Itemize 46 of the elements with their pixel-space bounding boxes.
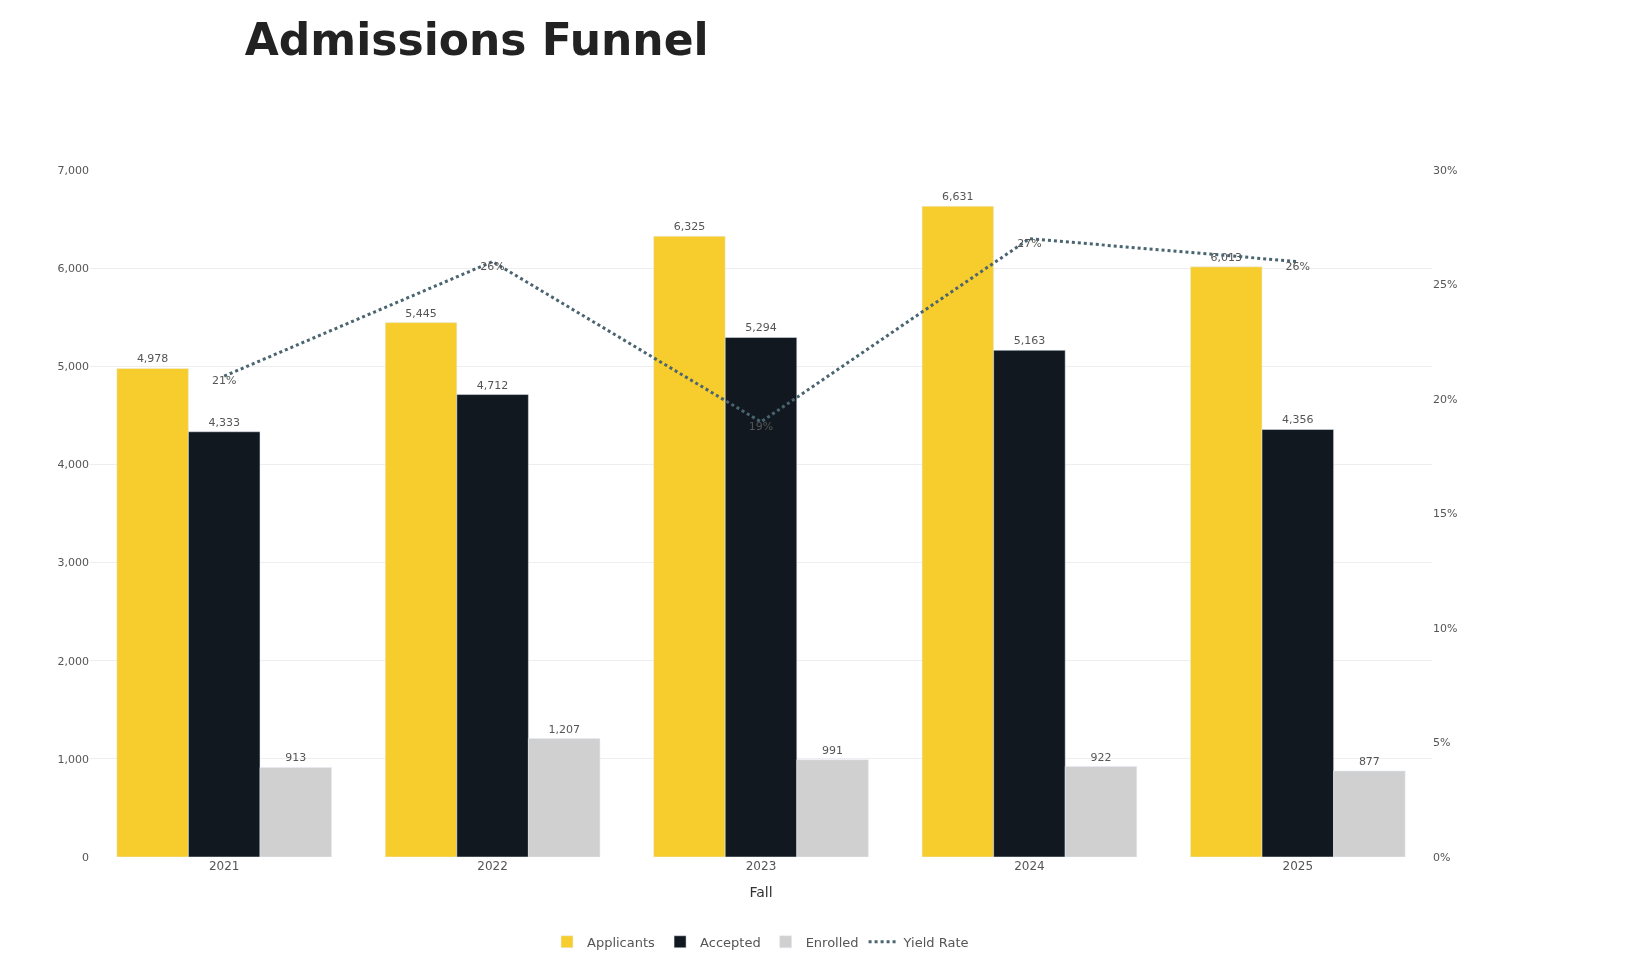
legend-label: Accepted (700, 934, 761, 950)
y2-tick-label: 5% (1433, 736, 1451, 750)
data-label: 19% (748, 420, 774, 434)
legend-label: Applicants (587, 934, 656, 950)
data-label: 6,325 (673, 220, 706, 234)
y-tick-label: 1,000 (57, 752, 89, 766)
y2-tick-label: 15% (1433, 507, 1458, 521)
legend-label: Yield Rate (902, 934, 969, 950)
data-label: 6,013 (1210, 250, 1242, 264)
y-tick-label: 7,000 (57, 163, 89, 177)
data-label: 4,356 (1282, 413, 1314, 427)
data-label: 26% (480, 259, 505, 273)
data-label: 991 (822, 743, 844, 757)
data-label: 6,631 (942, 190, 974, 204)
data-label: 4,712 (476, 378, 509, 392)
y-tick-label: 5,000 (57, 360, 89, 374)
chart-title: Admissions Funnel (244, 14, 709, 65)
data-label: 4,333 (208, 415, 240, 429)
data-label: 5,294 (745, 321, 777, 335)
x-axis-title: Fall (749, 884, 773, 901)
x-tick-label: 2023 (745, 859, 777, 873)
data-label: 5,163 (1013, 334, 1046, 348)
y-tick-label: 3,000 (57, 556, 89, 570)
y2-tick-label: 10% (1433, 621, 1458, 635)
data-label: 1,207 (548, 722, 580, 736)
data-label: 4,978 (136, 352, 169, 366)
data-label: 26% (1285, 259, 1311, 273)
y-tick-label: 4,000 (57, 458, 89, 472)
data-label: 21% (211, 374, 237, 388)
x-tick-label: 2024 (1014, 859, 1045, 873)
y2-tick-label: 0% (1433, 850, 1451, 864)
y2-tick-label: 25% (1433, 278, 1458, 292)
y2-tick-label: 20% (1433, 392, 1458, 406)
data-label: 922 (1090, 750, 1112, 764)
y2-tick-label: 30% (1433, 163, 1458, 177)
y-tick-label: 2,000 (57, 654, 89, 668)
y-tick-label: 6,000 (57, 261, 89, 275)
x-tick-label: 2025 (1282, 859, 1314, 873)
legend-label: Enrolled (805, 934, 859, 950)
data-label: 913 (285, 751, 307, 765)
x-tick-label: 2021 (208, 859, 240, 873)
data-label: 5,445 (405, 306, 437, 320)
x-tick-label: 2022 (477, 859, 508, 873)
data-label: 877 (1358, 754, 1380, 768)
y-tick-label: 0 (82, 850, 89, 864)
data-label: 27% (1017, 236, 1042, 250)
